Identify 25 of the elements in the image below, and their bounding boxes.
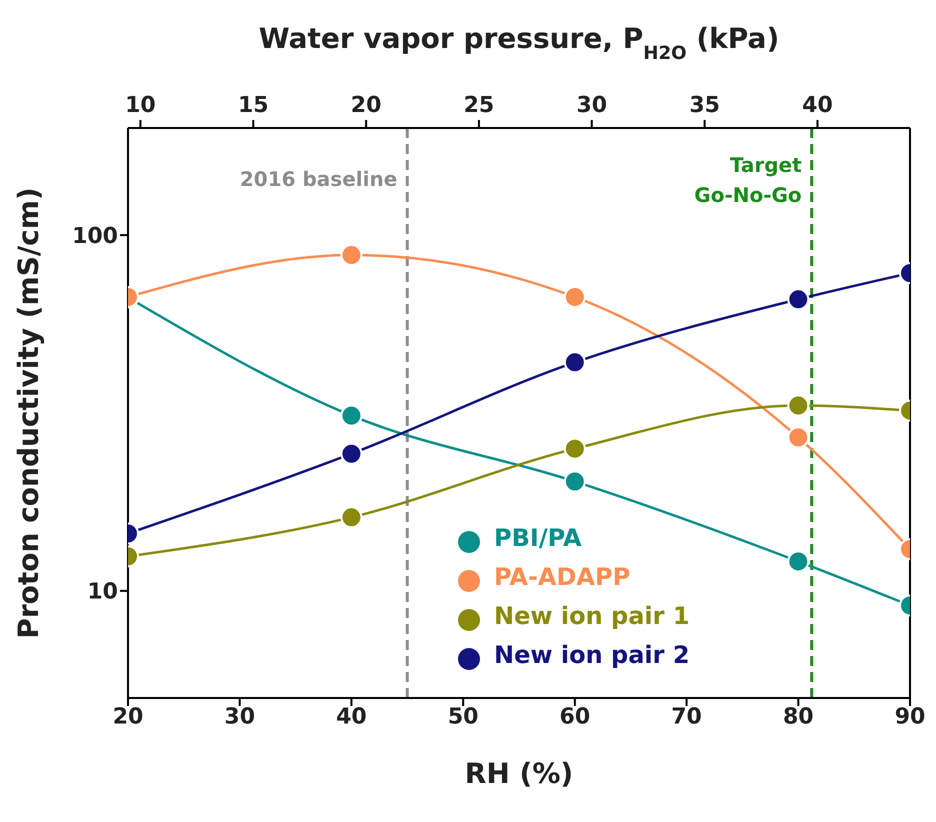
legend-label: PA-ADAPP	[494, 563, 630, 591]
x-tick-label: 30	[224, 704, 256, 730]
x-tick-label: 60	[560, 704, 590, 730]
y-axis-title: Proton conductivity (mS/cm)	[12, 187, 45, 639]
x2-tick-label: 20	[350, 93, 382, 118]
x-tick-label: 50	[448, 704, 478, 730]
ref-line-label: Target Go-No-Go	[694, 153, 802, 207]
x-tick-label: 20	[112, 704, 144, 730]
x2-tick-label: 25	[464, 93, 494, 118]
legend-label: New ion pair 1	[494, 602, 690, 630]
x2-tick-label: 15	[238, 93, 269, 118]
x2-axis-title: Water vapor pressure, P$_{H2O}$ (kPa)	[258, 22, 780, 64]
x-tick-label: 40	[336, 704, 367, 730]
ref-line-label: 2016 baseline	[240, 167, 398, 191]
x2-tick-label: 35	[689, 93, 720, 118]
x-tick-label: 80	[782, 704, 814, 730]
legend-label: PBI/PA	[494, 524, 582, 552]
x2-tick-label: 30	[576, 93, 608, 118]
y-tick-label: 100	[72, 224, 118, 249]
x2-tick-label: 40	[802, 93, 833, 118]
x2-tick-label: 10	[125, 93, 156, 118]
x-tick-label: 70	[671, 704, 702, 730]
x-tick-label: 90	[894, 704, 926, 730]
legend-label: New ion pair 2	[494, 641, 690, 669]
x-axis-title: RH (%)	[464, 757, 574, 790]
